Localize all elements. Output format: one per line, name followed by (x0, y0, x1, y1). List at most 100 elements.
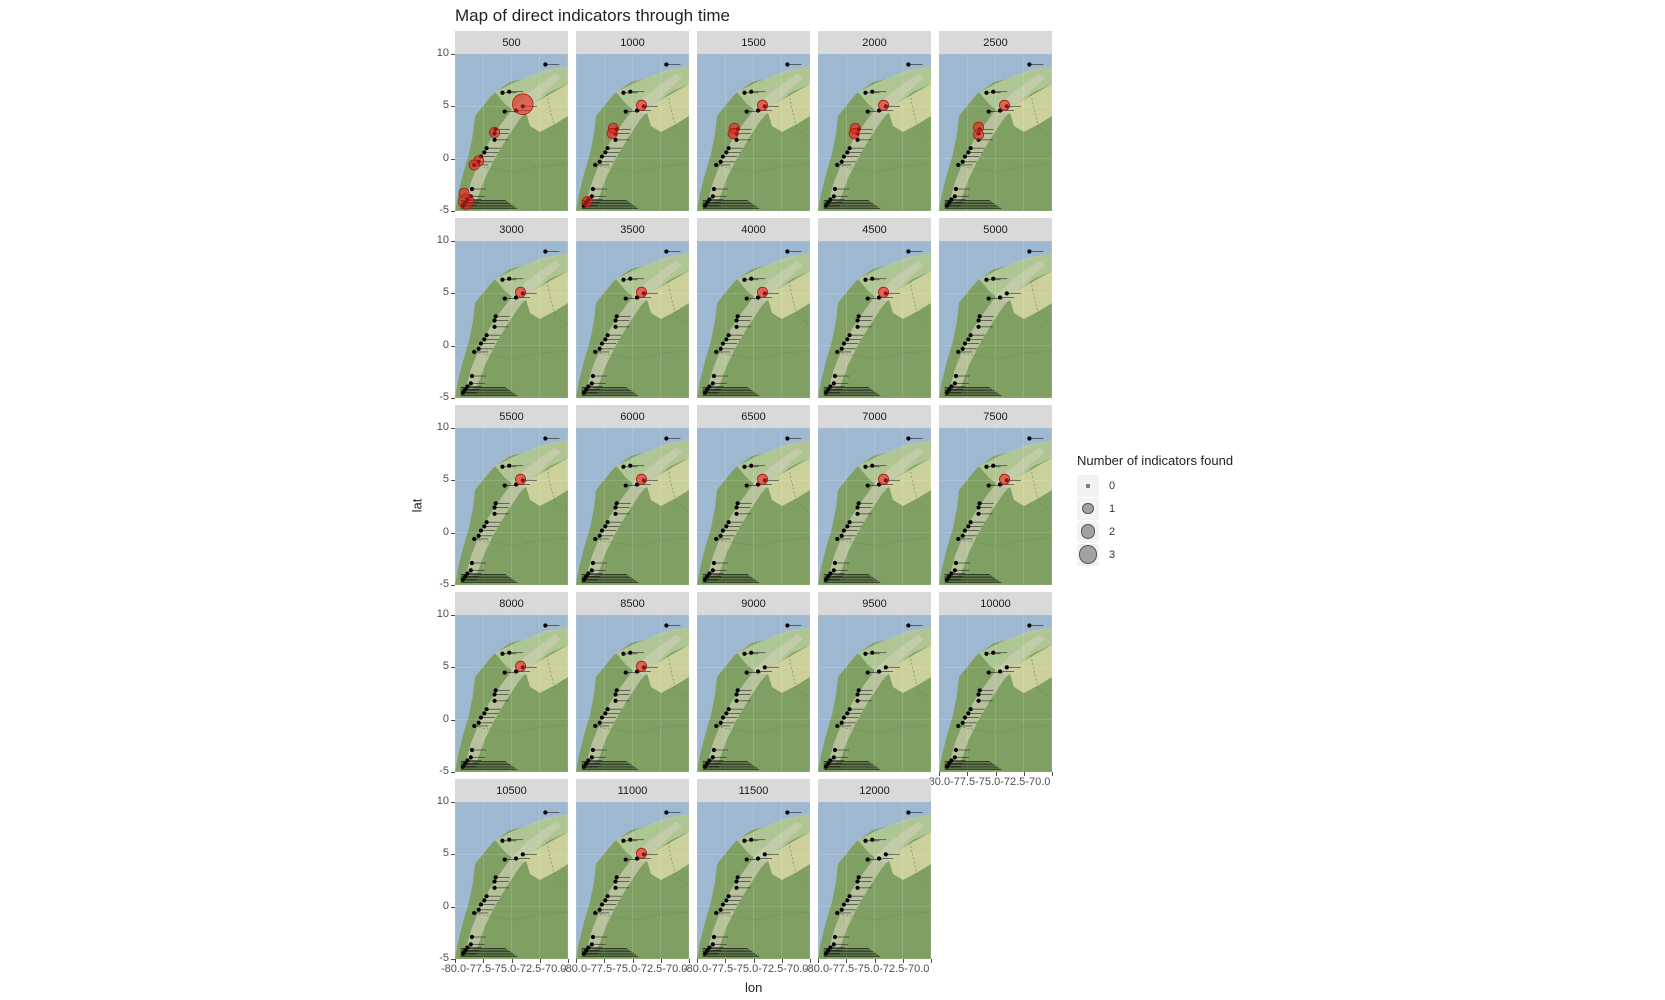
legend-size-dot (1082, 502, 1094, 515)
site-point (831, 568, 836, 573)
site-point (614, 688, 619, 693)
y-tick-label: 5 (442, 660, 449, 673)
site-point (482, 337, 487, 342)
site-point (469, 560, 475, 566)
map-panel (818, 802, 931, 959)
y-tick-mark (451, 241, 455, 242)
site-point (863, 838, 868, 843)
x-tick-labels: -80.0-77.5-75.0-72.5-70.0 (441, 963, 567, 975)
site-point (590, 747, 596, 753)
site-point (968, 333, 973, 338)
facet-strip-label: 6500 (697, 405, 810, 428)
y-tick-label: 5 (442, 473, 449, 486)
site-point (621, 838, 626, 843)
site-point (984, 651, 989, 656)
site-point (724, 898, 729, 903)
site-point (492, 511, 497, 516)
site-point (785, 810, 790, 815)
site-point (613, 511, 618, 516)
indicator-point (636, 286, 648, 298)
site-point (724, 150, 729, 155)
border-line (474, 350, 568, 360)
site-point (734, 692, 739, 697)
andes-ridge (465, 74, 561, 204)
site-point (593, 349, 598, 355)
border-line (667, 654, 689, 701)
plot-title: Map of direct indicators through time (455, 6, 730, 25)
site-point (502, 296, 507, 301)
site-point (744, 109, 749, 114)
border-line (909, 467, 931, 514)
indicator-point (515, 286, 527, 298)
site-point (956, 162, 961, 168)
site-point (469, 186, 475, 192)
y-tick-mark (451, 293, 455, 295)
sea-area (697, 428, 810, 585)
x-tick-mark (539, 959, 541, 963)
site-point (590, 186, 596, 192)
site-point (734, 511, 739, 516)
site-point (839, 720, 844, 725)
y-tick-label: -5 (439, 952, 449, 964)
indicator-point (727, 128, 739, 140)
site-point (744, 857, 749, 862)
site-point (976, 324, 981, 329)
site-point (870, 650, 875, 655)
indicator-point (757, 286, 769, 298)
andes-ridge (828, 261, 924, 391)
y-tick-label: 0 (442, 899, 449, 912)
border-line (837, 163, 931, 173)
site-point (603, 711, 608, 716)
y-tick-mark (451, 54, 455, 55)
site-point (734, 698, 739, 703)
x-tick-mark (632, 959, 634, 963)
site-point (991, 276, 996, 281)
border-line (595, 911, 689, 921)
y-tick-mark (451, 719, 455, 721)
y-tick-label: -5 (439, 578, 449, 590)
site-point (613, 698, 618, 703)
border-line (788, 467, 810, 514)
sea-area (818, 428, 931, 585)
legend-size-dot (1078, 545, 1098, 564)
border-line (595, 537, 689, 547)
site-point (953, 186, 959, 192)
border-line (716, 724, 810, 734)
facet-panel: 8500 (576, 592, 689, 772)
site-point (962, 341, 968, 346)
site-point (847, 707, 852, 712)
map-panel (576, 54, 689, 211)
x-tick-mark (846, 959, 848, 963)
x-tick-labels: -80.0-77.5-75.0-72.5-70.0 (804, 963, 930, 975)
site-point (484, 520, 489, 525)
indicator-point (848, 128, 860, 140)
border-line (837, 724, 931, 734)
border-line (595, 163, 689, 173)
map-panel (818, 54, 931, 211)
site-point (543, 623, 548, 628)
indicator-point (636, 473, 648, 485)
andes-ridge (465, 635, 561, 765)
site-point (856, 501, 861, 506)
site-point (724, 711, 729, 716)
x-tick-labels: -80.0-77.5-75.0-72.5-70.0 (683, 963, 809, 975)
map-panel (697, 802, 810, 959)
site-point (960, 346, 965, 351)
site-point (870, 463, 875, 468)
facet-strip-label: 1000 (576, 31, 689, 54)
site-point (468, 381, 473, 386)
border-line (909, 93, 931, 140)
facet-strip-label: 6000 (576, 405, 689, 428)
site-point (735, 688, 740, 693)
border-line (788, 280, 810, 327)
andes-ridge (465, 448, 561, 578)
site-point (597, 159, 602, 164)
site-point (502, 483, 507, 488)
site-point (976, 698, 981, 703)
site-point (832, 747, 838, 753)
site-point (835, 723, 840, 729)
facet-panel: 1500 (697, 31, 810, 211)
site-point (507, 650, 512, 655)
legend-item: 0 (1077, 474, 1277, 497)
border-line (1030, 467, 1052, 514)
